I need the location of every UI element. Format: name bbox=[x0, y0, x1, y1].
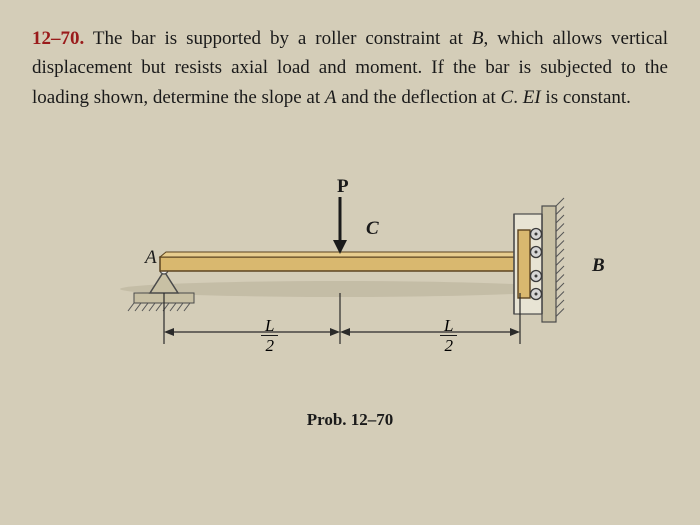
dim-left-den: 2 bbox=[261, 336, 278, 354]
dim-right-num: L bbox=[440, 317, 457, 336]
diagram-svg-wrap bbox=[90, 152, 610, 387]
ei: EI bbox=[523, 87, 541, 108]
point-label-B: B bbox=[592, 255, 605, 277]
dim-right-den: 2 bbox=[440, 336, 457, 354]
load-label-P: P bbox=[337, 176, 349, 198]
pt-C: C bbox=[501, 87, 514, 108]
problem-statement: 12–70. The bar is supported by a roller … bbox=[32, 24, 668, 112]
diagram: P C A B L 2 L 2 Prob. 12–70 bbox=[32, 142, 668, 442]
pt-A: A bbox=[325, 87, 337, 108]
text-3: and the deflection at bbox=[336, 87, 500, 108]
point-label-C: C bbox=[366, 218, 379, 240]
pt-B: B bbox=[472, 28, 484, 49]
text-5: is constant. bbox=[541, 87, 631, 108]
dim-right: L 2 bbox=[440, 317, 457, 354]
figure-caption: Prob. 12–70 bbox=[307, 410, 394, 430]
dim-left: L 2 bbox=[261, 317, 278, 354]
text-4: . bbox=[513, 87, 523, 108]
dim-left-num: L bbox=[261, 317, 278, 336]
problem-number: 12–70. bbox=[32, 28, 84, 49]
diagram-svg bbox=[90, 152, 610, 382]
point-label-A: A bbox=[145, 247, 157, 269]
text-1: The bar is supported by a roller constra… bbox=[93, 28, 472, 49]
